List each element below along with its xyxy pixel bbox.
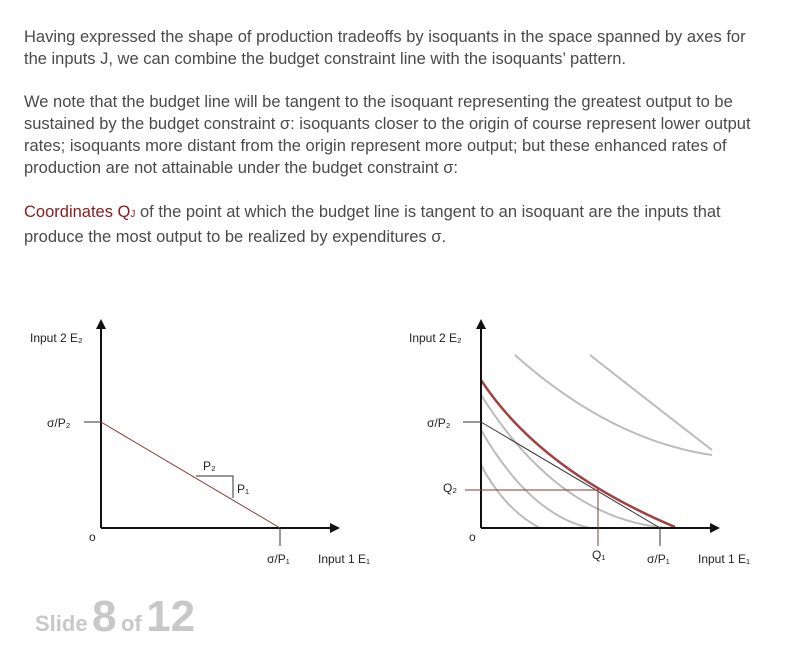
slope-triangle (196, 475, 234, 498)
x-intercept: σ/P₁ (647, 552, 670, 566)
isoquant (514, 354, 713, 456)
x-axis-label: Input 1 E₁ (318, 552, 370, 566)
slide-word: Slide (35, 611, 88, 636)
current-slide: 8 (92, 592, 117, 641)
isoquant (589, 354, 713, 451)
y-axis-label: Input 2 E₂ (409, 331, 462, 345)
left-diagram: Input 2 E₂ Input 1 E₁ σ/P₂ σ/P₁ o P₂ P₁ (30, 319, 370, 566)
y-intercept: σ/P₂ (47, 416, 71, 430)
q2-label: Q₂ (443, 481, 457, 495)
origin: o (469, 530, 476, 544)
total-slides: 12 (146, 592, 196, 641)
q1-label: Q₁ (592, 548, 605, 562)
paragraph: We note that the budget line will be tan… (24, 93, 751, 177)
y-intercept: σ/P₂ (427, 416, 451, 430)
tangent-isoquant (479, 379, 676, 529)
y-axis-label: Input 2 E₂ (30, 331, 83, 345)
x-axis-label: Input 1 E₁ (698, 552, 750, 566)
tangent-coordinates (465, 489, 599, 546)
text: of the point at which the budget line is… (24, 203, 721, 246)
highlight: Coordinates Q (24, 203, 131, 221)
paragraph: Coordinates QJ of the point at which the… (24, 201, 769, 248)
isoquant (480, 464, 541, 529)
slope-label: P₁ (237, 482, 249, 496)
of-word: of (120, 611, 142, 636)
highlight-sub: J (130, 209, 136, 220)
slide-counter: Slide 8 of 12 (35, 592, 195, 642)
origin: o (89, 530, 96, 544)
right-diagram: Input 2 E₂ Input 1 E₁ σ/P₂ σ/P₁ o Q₂ Q₁ (409, 319, 750, 566)
paragraph: Having expressed the shape of production… (24, 28, 746, 68)
budget-line (100, 421, 281, 529)
isoquant (480, 394, 669, 529)
slope-label: P₂ (203, 459, 216, 473)
isoquant (480, 429, 591, 529)
budget-line (480, 421, 661, 529)
x-intercept: σ/P₁ (267, 552, 290, 566)
